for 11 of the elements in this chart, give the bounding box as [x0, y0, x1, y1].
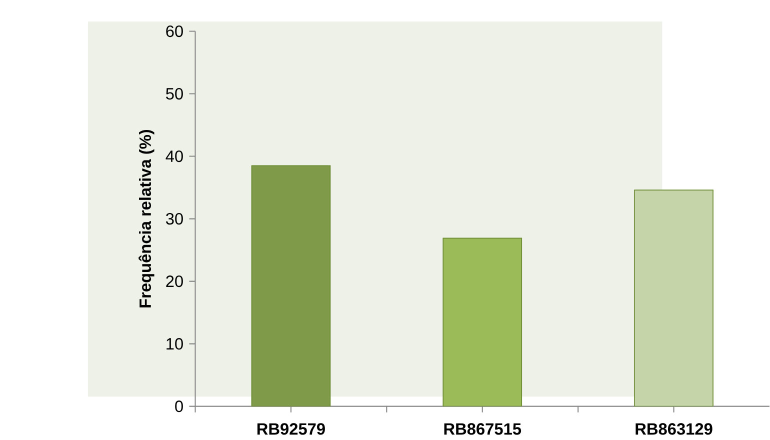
y-axis-title: Frequência relativa (%) [138, 130, 154, 308]
y-tick-label: 50 [166, 88, 183, 100]
y-tick-label: 60 [166, 25, 183, 37]
x-tick-label: RB867515 [444, 423, 522, 435]
y-tick-label: 10 [166, 338, 183, 350]
x-tick-label: RB863129 [636, 423, 712, 435]
y-tick-label: 20 [166, 275, 183, 287]
y-tick-label: 0 [175, 400, 183, 412]
y-tick-label: 30 [166, 212, 183, 224]
x-tick-label: RB92579 [257, 423, 325, 435]
y-tick-label: 40 [166, 150, 183, 162]
